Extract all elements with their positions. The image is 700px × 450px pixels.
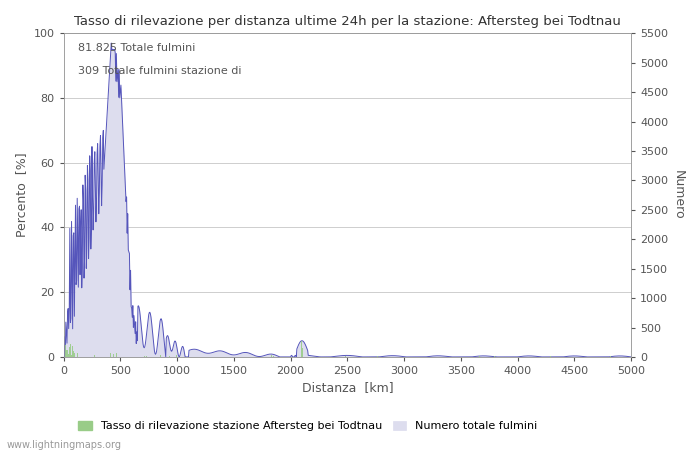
Text: 81.825 Totale fulmini: 81.825 Totale fulmini [78, 43, 195, 53]
Title: Tasso di rilevazione per distanza ultime 24h per la stazione: Aftersteg bei Todt: Tasso di rilevazione per distanza ultime… [74, 15, 621, 28]
Legend: Tasso di rilevazione stazione Aftersteg bei Todtnau, Numero totale fulmini: Tasso di rilevazione stazione Aftersteg … [74, 416, 542, 436]
Y-axis label: Percento  [%]: Percento [%] [15, 153, 28, 238]
Text: 309 Totale fulmini stazione di: 309 Totale fulmini stazione di [78, 66, 242, 76]
Y-axis label: Numero: Numero [672, 170, 685, 220]
X-axis label: Distanza  [km]: Distanza [km] [302, 382, 393, 395]
Text: www.lightningmaps.org: www.lightningmaps.org [7, 440, 122, 450]
